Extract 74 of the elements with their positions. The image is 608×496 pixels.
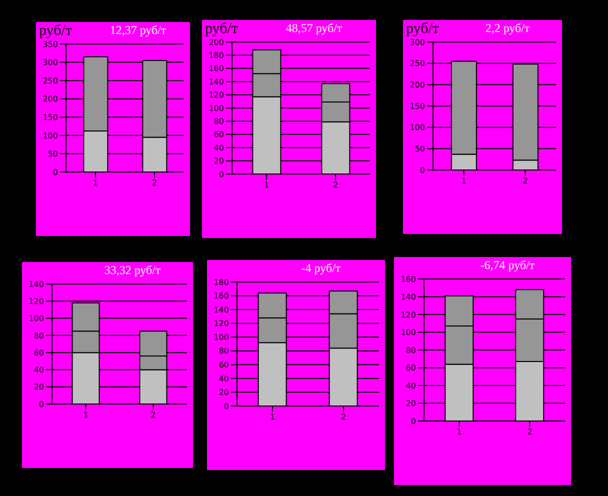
y-tick-label: 100 bbox=[400, 328, 416, 338]
x-tick-label: 2 bbox=[527, 428, 532, 437]
chart-title: 12,37 руб/т bbox=[108, 22, 168, 38]
y-tick-label: 300 bbox=[42, 58, 58, 68]
y-tick-label: 350 bbox=[42, 40, 58, 49]
y-tick-label: 120 bbox=[400, 310, 416, 320]
y-tick-label: 250 bbox=[42, 76, 58, 86]
x-tick-label: 1 bbox=[92, 178, 98, 188]
y-tick-label: 0 bbox=[52, 168, 58, 177]
y-tick-label: 80 bbox=[218, 346, 229, 356]
y-tick-label: 20 bbox=[218, 388, 229, 398]
chart-title: -6,74 руб/т bbox=[479, 257, 536, 273]
y-tick-label: 180 bbox=[214, 278, 229, 287]
y-tick-label: 150 bbox=[410, 102, 425, 111]
y-tick-label: 250 bbox=[410, 59, 425, 68]
y-tick-label: 0 bbox=[410, 416, 416, 426]
x-tick-label: 2 bbox=[152, 178, 158, 188]
y-tick-label: 20 bbox=[214, 156, 224, 166]
y-tick-label: 50 bbox=[48, 150, 58, 159]
chart-title: 2,2 руб/т bbox=[484, 20, 531, 36]
x-tick-label: 1 bbox=[83, 410, 88, 420]
text: руб/т bbox=[406, 20, 439, 38]
chart-title: 48,57 руб/т bbox=[284, 20, 344, 36]
y-tick-label: 80 bbox=[34, 331, 44, 340]
y-tick-label: 300 bbox=[410, 38, 425, 47]
y-tick-label: 140 bbox=[208, 77, 224, 86]
y-tick-label: 150 bbox=[42, 112, 58, 122]
x-tick-label: 1 bbox=[456, 428, 462, 437]
y-tick-label: 200 bbox=[208, 38, 224, 47]
x-tick-label: 1 bbox=[264, 180, 270, 190]
y-tick-label: 120 bbox=[214, 319, 229, 328]
y-tick-label: 140 bbox=[214, 305, 229, 314]
y-tick-label: 100 bbox=[42, 131, 58, 140]
x-tick-label: 2 bbox=[522, 176, 528, 186]
y-tick-label: 0 bbox=[38, 400, 44, 409]
y-tick-label: 80 bbox=[406, 346, 416, 355]
y-tick-label: 0 bbox=[224, 402, 229, 411]
y-tick-label: 40 bbox=[214, 143, 224, 152]
y-tick-label: 200 bbox=[410, 80, 425, 90]
y-tick-label: 160 bbox=[208, 64, 224, 74]
y-tick-label: 0 bbox=[420, 166, 425, 175]
y-tick-label: 40 bbox=[406, 381, 416, 390]
x-tick-label: 2 bbox=[332, 180, 338, 190]
y-tick-label: 50 bbox=[414, 144, 425, 154]
text: руб/т bbox=[205, 20, 238, 38]
y-tick-label: 40 bbox=[218, 374, 229, 384]
y-tick-label: 60 bbox=[406, 364, 416, 373]
y-tick-label: 60 bbox=[218, 360, 229, 370]
y-tick-label: 140 bbox=[400, 292, 416, 302]
y-tick-label: 60 bbox=[34, 348, 44, 358]
x-tick-label: 1 bbox=[270, 412, 276, 422]
x-tick-label: 2 bbox=[150, 410, 156, 420]
y-tick-label: 200 bbox=[42, 94, 58, 104]
y-tick-label: 20 bbox=[34, 382, 44, 392]
y-tick-label: 160 bbox=[214, 292, 229, 301]
chart-title: -4 руб/т bbox=[300, 260, 342, 276]
y-tick-label: 140 bbox=[28, 280, 44, 289]
y-tick-label: 80 bbox=[214, 117, 224, 126]
y-tick-label: 40 bbox=[34, 366, 44, 375]
text: руб/т bbox=[39, 22, 72, 40]
y-tick-label: 100 bbox=[410, 123, 425, 132]
y-tick-label: 120 bbox=[28, 296, 44, 306]
y-tick-label: 60 bbox=[214, 130, 224, 140]
y-tick-label: 100 bbox=[214, 332, 229, 342]
y-tick-label: 20 bbox=[406, 399, 416, 408]
y-tick-label: 120 bbox=[208, 90, 224, 100]
y-tick-label: 100 bbox=[208, 104, 224, 113]
y-tick-label: 0 bbox=[218, 170, 224, 179]
y-tick-label: 160 bbox=[400, 274, 416, 284]
x-tick-label: 1 bbox=[461, 176, 466, 186]
x-tick-label: 2 bbox=[340, 412, 346, 422]
y-tick-label: 100 bbox=[28, 314, 44, 324]
y-tick-label: 180 bbox=[208, 51, 224, 60]
chart-title: 33,32 руб/т bbox=[103, 262, 162, 278]
